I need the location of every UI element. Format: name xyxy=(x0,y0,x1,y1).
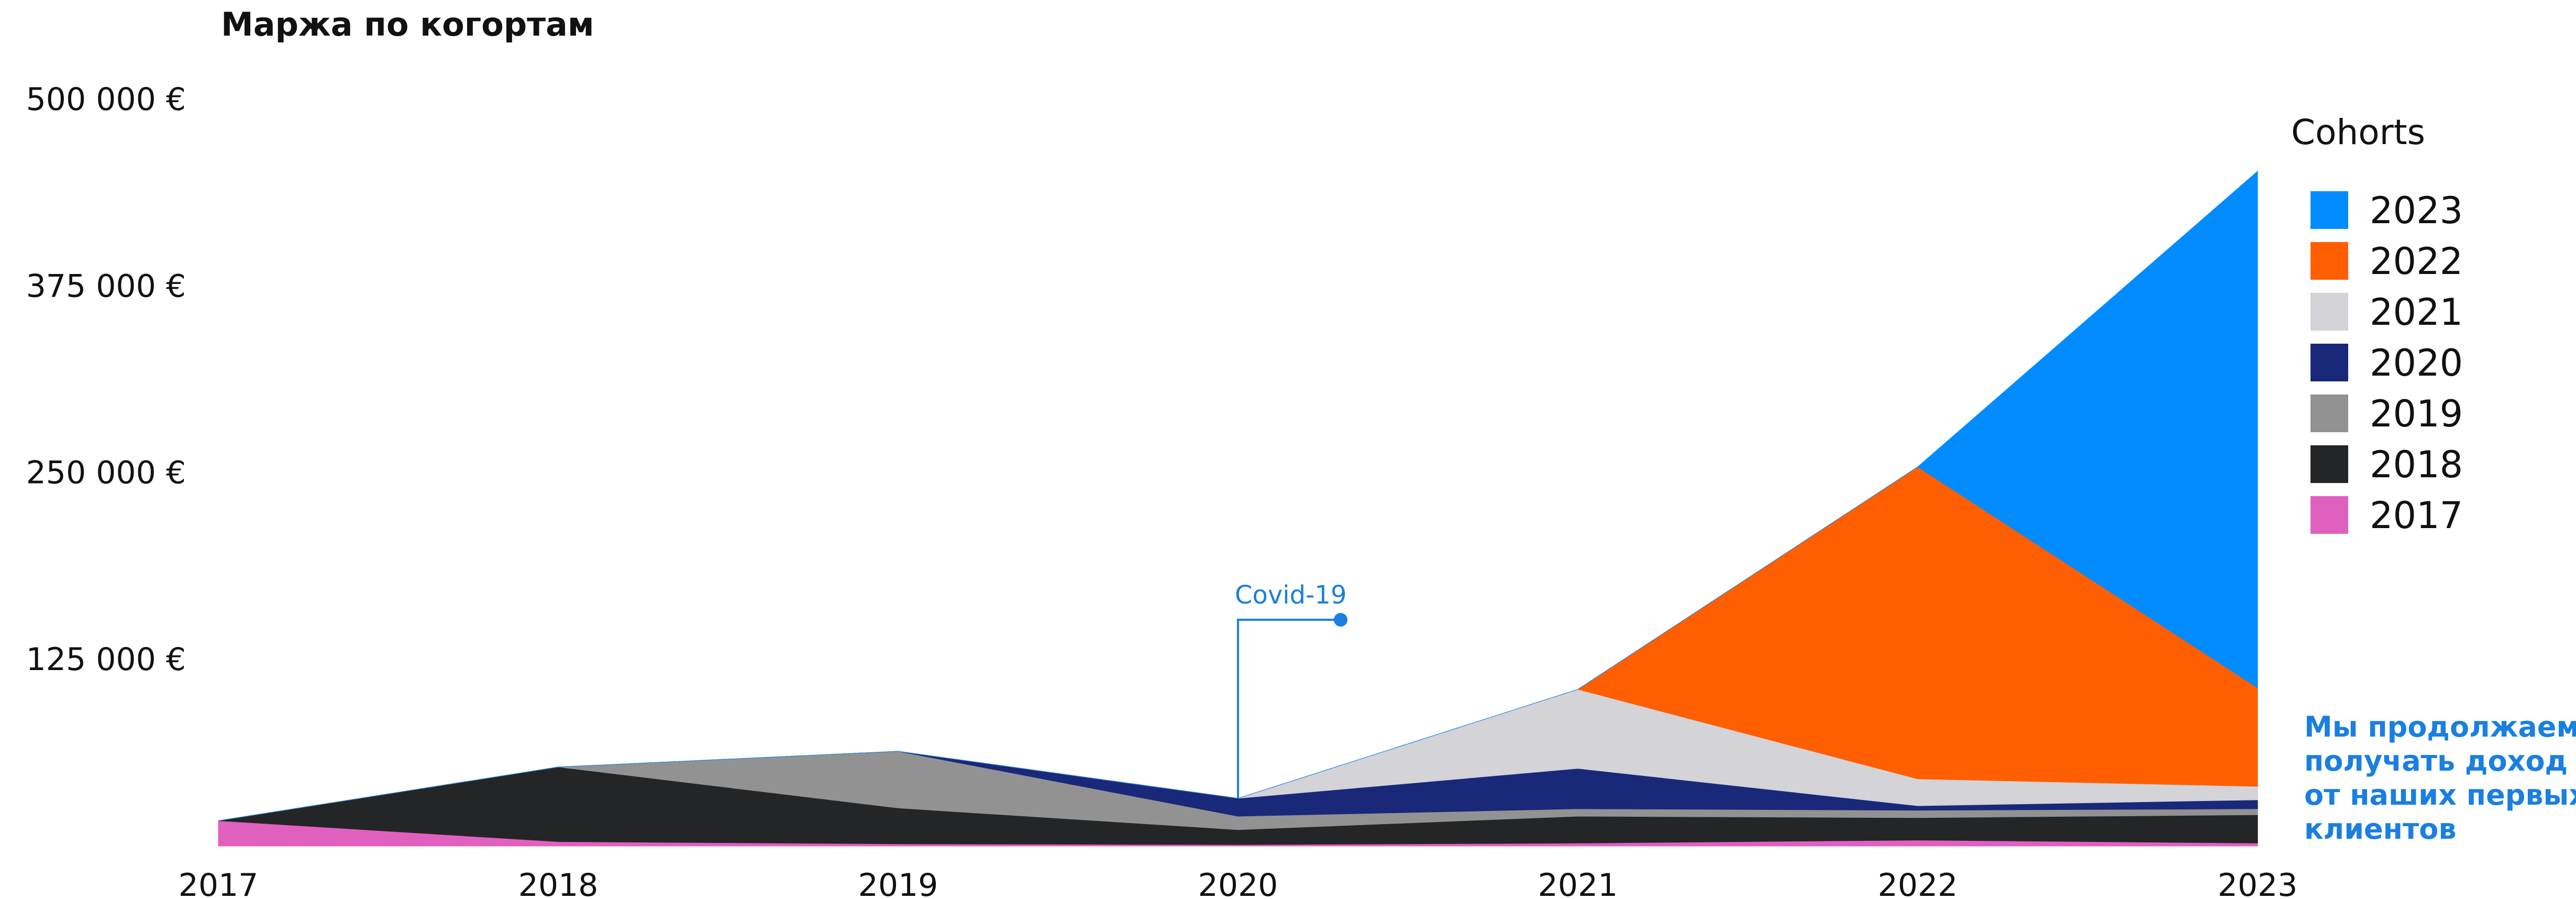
x-tick-label: 2017 xyxy=(179,867,259,899)
x-tick-label: 2023 xyxy=(2218,867,2298,899)
annotation-dot xyxy=(1334,613,1347,627)
x-tick-label: 2019 xyxy=(858,867,938,899)
annotation-layer: Covid-19 xyxy=(1235,580,1347,798)
areas-layer xyxy=(218,170,2258,847)
annotation-line xyxy=(1237,619,1341,798)
legend-swatch-2020 xyxy=(2310,344,2348,381)
legend-label-2020: 2020 xyxy=(2370,342,2463,385)
legend-swatch-2022 xyxy=(2310,242,2348,280)
note-line: от наших первых xyxy=(2304,779,2576,812)
y-tick-label: 125 000 € xyxy=(26,641,186,678)
y-tick-label: 250 000 € xyxy=(26,455,186,491)
note-line: получать доход xyxy=(2304,744,2568,777)
y-tick-label: 500 000 € xyxy=(26,81,186,118)
legend-label-2019: 2019 xyxy=(2370,392,2463,435)
x-tick-label: 2021 xyxy=(1538,867,1618,899)
x-axis: 2017 2018 2019 2020 2021 2022 2023 xyxy=(179,867,2298,899)
note-line: Мы продолжаем xyxy=(2304,710,2576,743)
legend-title: Cohorts xyxy=(2291,112,2425,152)
legend-label-2023: 2023 xyxy=(2370,189,2463,232)
legend: Cohorts 2023 2022 2021 2020 2019 2018 2017 xyxy=(2291,112,2463,537)
legend-swatch-2018 xyxy=(2310,445,2348,483)
legend-label-2018: 2018 xyxy=(2370,443,2463,486)
note-line: клиентов xyxy=(2304,813,2457,846)
legend-swatch-2023 xyxy=(2310,191,2348,229)
legend-label-2022: 2022 xyxy=(2370,240,2463,283)
x-tick-label: 2020 xyxy=(1198,867,1278,899)
legend-swatch-2021 xyxy=(2310,293,2348,331)
y-axis: 125 000 € 250 000 € 375 000 € 500 000 € xyxy=(26,81,186,678)
annotation-label: Covid-19 xyxy=(1235,580,1347,610)
chart-title: Маржа по когортам xyxy=(221,5,594,43)
area-series-2023 xyxy=(218,170,2258,821)
legend-swatch-2017 xyxy=(2310,496,2348,534)
y-tick-label: 375 000 € xyxy=(26,268,186,304)
legend-label-2021: 2021 xyxy=(2370,291,2463,334)
x-tick-label: 2022 xyxy=(1878,867,1958,899)
legend-swatch-2019 xyxy=(2310,394,2348,432)
legend-label-2017: 2017 xyxy=(2370,494,2463,537)
x-tick-label: 2018 xyxy=(518,867,599,899)
